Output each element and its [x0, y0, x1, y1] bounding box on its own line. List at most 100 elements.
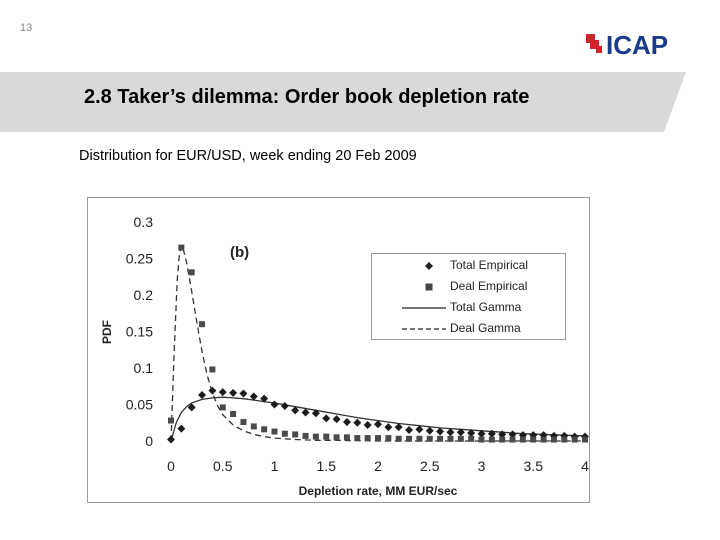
y-tick-label: 0.2 [134, 287, 154, 303]
deal-empirical-point [395, 435, 402, 442]
deal-empirical-point [519, 436, 526, 443]
icap-logo: ICAP [586, 30, 668, 60]
total-empirical-point [467, 428, 476, 437]
page-title: 2.8 Taker’s dilemma: Order book depletio… [84, 86, 530, 108]
total-empirical-point [322, 414, 331, 423]
deal-empirical-point [302, 432, 309, 439]
chart-legend: Total Empirical Deal Empirical Total Gam… [371, 253, 566, 340]
deal-empirical-point [509, 436, 516, 443]
total-empirical-point [508, 430, 517, 439]
x-tick-label: 4 [581, 458, 589, 474]
solid-line-icon [402, 307, 446, 309]
x-tick-label: 2.5 [420, 458, 440, 474]
legend-item-total-empirical: Total Empirical [372, 256, 567, 276]
total-empirical-point [249, 392, 258, 401]
deal-empirical-point [488, 436, 495, 443]
total-empirical-point [487, 429, 496, 438]
x-tick-label: 2 [374, 458, 382, 474]
deal-empirical-point [240, 419, 247, 426]
deal-empirical-point [582, 436, 588, 443]
logo-text: ICAP [606, 30, 668, 60]
deal-empirical-point [168, 417, 174, 424]
deal-empirical-point [354, 435, 361, 442]
deal-empirical-point [292, 431, 299, 438]
y-tick-label: 0.05 [126, 397, 153, 413]
total-empirical-point [218, 388, 227, 397]
total-empirical-point [177, 424, 186, 433]
chart-annotation: (b) [230, 244, 249, 261]
legend-item-deal-empirical: Deal Empirical [372, 277, 567, 297]
total-empirical-point [187, 403, 196, 412]
total-empirical-point [291, 406, 300, 415]
deal-empirical-point [209, 366, 216, 373]
total-empirical-point [342, 418, 351, 427]
total-empirical-point [353, 418, 362, 427]
dashed-line-icon [402, 328, 446, 330]
total-empirical-point [301, 408, 310, 417]
series-line-deal-gamma [170, 243, 585, 442]
deal-empirical-point [219, 404, 226, 411]
total-empirical-point [384, 423, 393, 432]
deal-empirical-point [447, 435, 454, 442]
logo-mark-icon [586, 34, 602, 53]
deal-empirical-point [561, 436, 568, 443]
total-empirical-point [229, 388, 238, 397]
total-empirical-point [415, 425, 424, 434]
deal-empirical-point [281, 430, 288, 437]
deal-empirical-point [333, 434, 340, 441]
deal-empirical-point [437, 435, 444, 442]
total-empirical-point [498, 430, 507, 439]
x-tick-label: 0 [167, 458, 175, 474]
deal-empirical-point [550, 436, 557, 443]
deal-empirical-point [199, 321, 206, 328]
y-axis-label: PDF [100, 320, 114, 344]
x-axis-label: Depletion rate, MM EUR/sec [299, 484, 458, 498]
deal-empirical-point [499, 436, 506, 443]
deal-empirical-point [323, 433, 330, 440]
deal-empirical-point [343, 434, 350, 441]
logo-mark-part [590, 40, 599, 49]
logo-mark-part [596, 46, 602, 53]
legend-label: Deal Gamma [450, 321, 521, 335]
total-empirical-point [332, 415, 341, 424]
y-tick-label: 0.25 [126, 251, 153, 267]
deal-empirical-point [188, 269, 195, 276]
deal-empirical-point [250, 423, 257, 430]
title-band [0, 72, 686, 132]
total-empirical-point [405, 426, 414, 435]
total-empirical-point [436, 427, 445, 436]
deal-empirical-point [457, 435, 464, 442]
deal-empirical-point [478, 436, 485, 443]
deal-empirical-point [364, 435, 371, 442]
chart-frame [87, 197, 590, 503]
deal-empirical-point [571, 436, 578, 443]
deal-empirical-point [530, 436, 537, 443]
deal-empirical-point [261, 426, 268, 433]
total-empirical-point [374, 420, 382, 429]
total-empirical-point [270, 400, 279, 409]
total-empirical-point [260, 394, 269, 403]
total-empirical-point [311, 409, 320, 418]
deal-empirical-point [416, 435, 423, 442]
logo-mark-part [586, 34, 595, 43]
diamond-marker-icon [425, 262, 433, 270]
x-tick-label: 3 [478, 458, 486, 474]
total-empirical-point [425, 426, 434, 435]
x-tick-label: 1.5 [317, 458, 337, 474]
title-band-shape [0, 72, 686, 132]
total-empirical-point [446, 428, 455, 437]
x-tick-label: 3.5 [524, 458, 544, 474]
deal-empirical-point [385, 435, 392, 442]
legend-item-deal-gamma: Deal Gamma [372, 319, 567, 339]
total-empirical-point [394, 423, 403, 432]
page-subtitle: Distribution for EUR/USD, week ending 20… [79, 148, 417, 164]
total-empirical-point [280, 401, 289, 410]
legend-label: Total Gamma [450, 300, 522, 314]
deal-empirical-point [426, 435, 433, 442]
legend-label: Total Empirical [450, 258, 529, 272]
total-empirical-point [198, 391, 207, 400]
total-empirical-point [167, 435, 175, 444]
deal-empirical-point [375, 435, 381, 442]
deal-empirical-point [271, 428, 278, 435]
